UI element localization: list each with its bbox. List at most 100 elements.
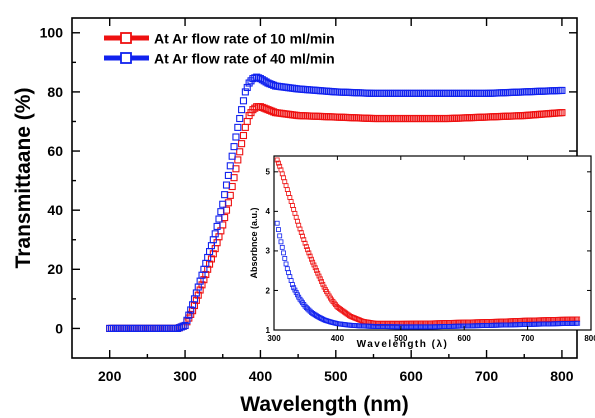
x-tick-label: 300 [173, 368, 197, 384]
x-tick-label: 600 [458, 334, 472, 343]
data-point [206, 260, 214, 268]
data-point [232, 133, 240, 141]
data-point [303, 244, 309, 249]
data-point [213, 222, 221, 230]
data-point [297, 226, 303, 232]
y-tick-label: 40 [47, 202, 63, 218]
data-point [238, 140, 246, 148]
x-tick-label: 600 [399, 368, 423, 384]
x-tick-label: 700 [521, 334, 535, 343]
y-tick-label: 20 [47, 261, 63, 277]
x-tick-label: 300 [267, 334, 281, 343]
data-point [316, 273, 322, 279]
legend-swatch-marker [120, 32, 132, 44]
data-point [226, 162, 234, 170]
data-point [181, 321, 189, 330]
data-point [239, 131, 248, 140]
data-point [329, 297, 335, 303]
data-point [317, 276, 323, 282]
data-point [274, 157, 280, 163]
x-axis-title: Wavelength (λ) [357, 339, 449, 350]
data-point [312, 265, 318, 271]
x-tick-label: 800 [550, 368, 574, 384]
data-point [310, 259, 316, 265]
data-point [192, 296, 200, 304]
y-tick-label: 5 [266, 168, 271, 177]
x-tick-label: 400 [249, 368, 273, 384]
data-point [305, 247, 311, 253]
data-point [230, 143, 238, 151]
data-point [179, 322, 187, 330]
data-point [282, 256, 288, 261]
data-point [185, 311, 193, 319]
data-point [283, 261, 289, 267]
data-point [300, 233, 305, 239]
data-point [311, 262, 317, 268]
y-tick-label: 3 [266, 247, 271, 256]
legend-swatch-marker [120, 52, 132, 64]
data-point [302, 240, 308, 246]
data-point [277, 233, 283, 239]
data-point [274, 220, 280, 226]
data-point [209, 250, 217, 258]
data-point [302, 303, 308, 309]
x-tick-label: 700 [475, 368, 499, 384]
data-point [279, 244, 285, 250]
x-tick-label: 800 [584, 334, 595, 343]
legend: At Ar flow rate of 10 ml/min At Ar flow r… [104, 31, 335, 67]
data-point [276, 227, 281, 232]
y-tick-label: 80 [47, 84, 63, 100]
data-point [221, 191, 229, 199]
data-point [217, 208, 225, 216]
x-tick-label: 500 [394, 334, 408, 343]
data-point [298, 230, 304, 235]
data-point [331, 300, 337, 306]
data-point [215, 215, 223, 223]
data-point [558, 86, 566, 94]
data-point [321, 284, 327, 290]
x-tick-label: 200 [98, 368, 122, 384]
data-point [187, 306, 195, 314]
data-point [330, 299, 336, 304]
data-point [190, 301, 199, 310]
series-2 [106, 73, 566, 332]
data-point [236, 148, 244, 156]
data-point [333, 302, 338, 308]
data-point [236, 114, 244, 123]
data-point [234, 123, 242, 131]
data-point [558, 109, 566, 117]
data-point [309, 256, 314, 262]
y-tick-label: 0 [55, 320, 63, 336]
legend-label: At Ar flow rate of 40 ml/min [154, 51, 335, 67]
legend-item: At Ar flow rate of 10 ml/min [104, 31, 335, 47]
data-point [187, 310, 195, 318]
data-point [238, 106, 246, 114]
legend-label: At Ar flow rate of 10 ml/min [154, 31, 335, 47]
data-point [315, 270, 321, 276]
x-tick-label: 400 [331, 334, 345, 343]
data-point [281, 250, 286, 256]
y-axis-title: Transmittaane (%) [12, 88, 35, 269]
plot-frame [273, 155, 592, 331]
data-point [200, 276, 208, 284]
y-tick-label: 60 [47, 143, 63, 159]
data-point [207, 255, 215, 263]
y-axis-title: Absorbnce (a.u.) [249, 207, 259, 278]
data-point [194, 291, 202, 299]
data-point [183, 316, 191, 324]
inset-absorbance-plot: 300 400 500 600 700 800 1 2 3 4 5 Wavelength (λ) Abs… [249, 155, 595, 350]
data-point [314, 268, 319, 273]
data-point [278, 239, 284, 245]
data-point [241, 88, 249, 96]
data-point [276, 160, 281, 166]
data-point [320, 281, 326, 287]
data-point [289, 282, 295, 287]
data-point [243, 83, 251, 92]
data-point [224, 171, 232, 179]
data-point [319, 279, 324, 284]
y-tick-label: 100 [40, 25, 64, 41]
y-tick-label: 1 [266, 326, 271, 335]
data-point [277, 163, 283, 169]
y-tick-label: 4 [266, 207, 271, 216]
data-point [198, 281, 206, 289]
